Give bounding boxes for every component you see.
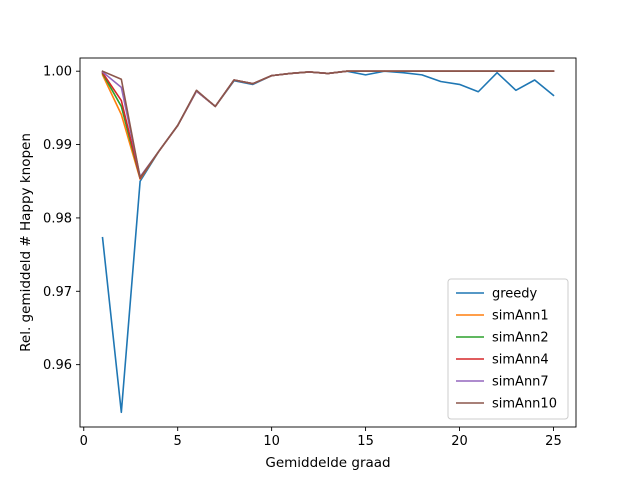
plot-area-frame xyxy=(79,57,577,428)
y-axis: 0.96 0.97 0.98 0.99 1.00 xyxy=(43,65,80,373)
x-axis-label: Gemiddelde graad xyxy=(265,455,390,471)
y-axis-label: Rel. gemiddeld # Happy knopen xyxy=(18,133,34,352)
y-tick-label: 0.98 xyxy=(43,211,72,226)
x-tick-label: 5 xyxy=(174,434,182,449)
x-tick-label: 10 xyxy=(263,434,280,449)
y-tick-label: 1.00 xyxy=(43,65,72,80)
x-tick-label: 25 xyxy=(545,434,562,449)
legend: greedy simAnn1 simAnn2 simAnn4 simAnn7 simAnn… xyxy=(447,278,569,420)
x-tick-label: 0 xyxy=(80,434,88,449)
legend-label: simAnn2 xyxy=(492,331,549,346)
x-tick-label: 15 xyxy=(357,434,374,449)
legend-label: simAnn4 xyxy=(492,353,549,368)
legend-label: simAnn1 xyxy=(492,309,549,324)
series-line-simAnn10 xyxy=(101,70,555,179)
y-tick-label: 0.96 xyxy=(43,358,72,373)
x-axis: 0 5 10 15 20 25 xyxy=(80,427,562,449)
legend-box xyxy=(447,278,569,420)
x-tick-label: 20 xyxy=(451,434,468,449)
series-layer xyxy=(101,70,555,414)
y-tick-label: 0.97 xyxy=(43,285,72,300)
legend-label: greedy xyxy=(492,287,538,302)
legend-label: simAnn7 xyxy=(492,375,549,390)
legend-label: simAnn10 xyxy=(492,397,557,412)
y-tick-label: 0.99 xyxy=(43,138,72,153)
